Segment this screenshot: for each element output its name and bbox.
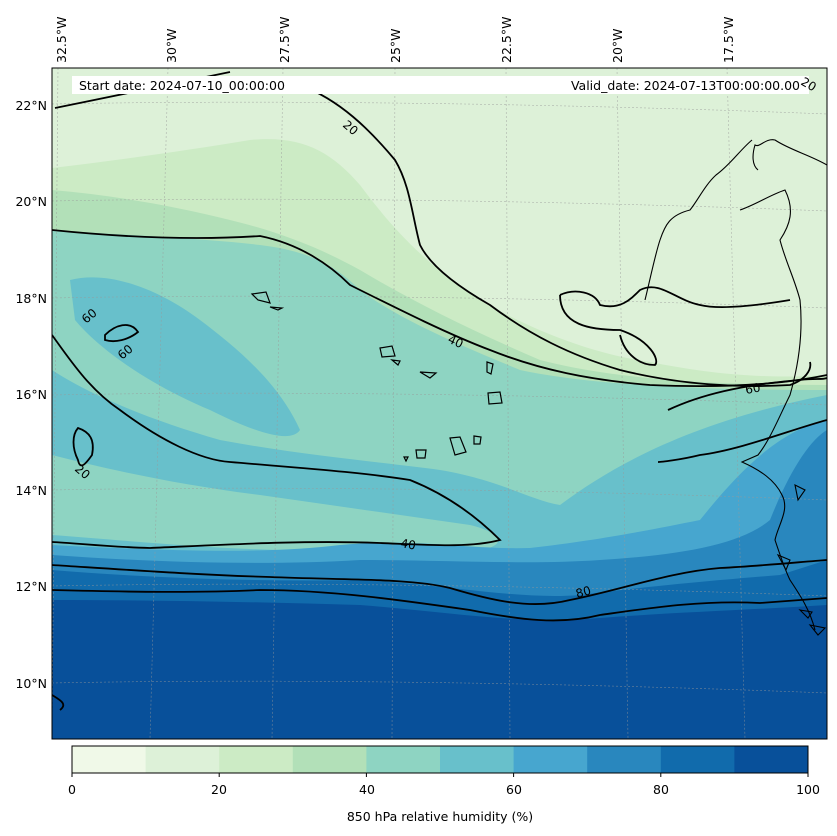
colorbar-tick-label: 80 — [653, 782, 669, 797]
lon-labels: 32.5°W 30°W 27.5°W 25°W 22.5°W 20°W 17.5… — [54, 17, 736, 63]
lat-label: 18°N — [15, 291, 47, 306]
lat-label: 16°N — [15, 387, 47, 402]
humidity-band-40-50-tongue — [52, 455, 499, 550]
contour-40 — [52, 229, 827, 387]
colorbar-segment — [145, 746, 220, 773]
contour-label: 20 — [799, 74, 819, 94]
lat-label: 20°N — [15, 194, 47, 209]
lon-label: 25°W — [388, 28, 403, 63]
humidity-band-50-60-core — [70, 277, 300, 437]
contour-60-main — [52, 334, 502, 549]
contour-lines — [52, 71, 827, 711]
contour-label: 40 — [399, 536, 416, 552]
colorbar-tick-label: 0 — [68, 782, 76, 797]
contour-label: 40 — [446, 332, 466, 351]
colorbar-segment — [366, 746, 441, 773]
contour-60-east — [657, 377, 827, 463]
lon-label: 32.5°W — [54, 17, 69, 63]
header-box — [72, 76, 809, 94]
colorbar-frame — [71, 745, 809, 774]
colorbar-segment — [72, 746, 147, 773]
lon-label: 17.5°W — [721, 17, 736, 63]
contour-south — [52, 694, 65, 711]
colorbar-ticks: 0 20 40 60 80 100 — [68, 782, 820, 797]
contour-label: 60 — [744, 381, 761, 397]
contour-label-group: 20 20 20 40 40 60 60 60 80 — [72, 74, 819, 600]
colorbar-tick-label: 20 — [211, 782, 227, 797]
contour-90 — [52, 589, 827, 622]
islands — [250, 291, 503, 463]
colorbar-tick-label: 100 — [796, 782, 820, 797]
colorbar-segment — [292, 746, 367, 773]
colorbar-label: 850 hPa relative humidity (%) — [347, 809, 533, 824]
map-area — [52, 68, 827, 739]
colorbar-tick-label: 60 — [506, 782, 522, 797]
lon-label: 20°W — [610, 28, 625, 63]
contour-20-inner — [559, 294, 658, 366]
valid-date-text: Valid_date: 2024-07-13T00:00:00.00 — [571, 78, 800, 93]
colorbar-segment — [219, 746, 294, 773]
lon-label: 27.5°W — [277, 17, 292, 63]
coastline-bissau-islands — [776, 484, 827, 636]
colorbar-segment — [440, 746, 515, 773]
gridlines — [52, 68, 827, 739]
lon-label: 30°W — [164, 28, 179, 63]
contour-20-east — [559, 286, 791, 308]
lat-label: 14°N — [15, 483, 47, 498]
colorbar-segment — [587, 746, 662, 773]
lat-label: 12°N — [15, 579, 47, 594]
contour-80 — [52, 559, 827, 605]
colorbar-segment — [513, 746, 588, 773]
contour-20-west — [72, 426, 94, 467]
lat-label: 22°N — [15, 98, 47, 113]
contour-60-core — [104, 324, 140, 343]
lat-label: 10°N — [15, 676, 47, 691]
colorbar — [71, 745, 809, 777]
lat-labels: 22°N 20°N 18°N 16°N 14°N 12°N 10°N — [15, 98, 47, 691]
map-frame — [51, 67, 828, 740]
colorbar-segment — [660, 746, 735, 773]
start-date-text: Start date: 2024-07-10_00:00:00 — [79, 78, 285, 93]
colorbar-tick-label: 40 — [359, 782, 375, 797]
coastline-africa — [644, 139, 827, 631]
contour-label: 80 — [574, 583, 592, 600]
humidity-band-90-100 — [52, 600, 827, 739]
colorbar-segment — [734, 746, 809, 773]
lon-label: 22.5°W — [499, 17, 514, 63]
